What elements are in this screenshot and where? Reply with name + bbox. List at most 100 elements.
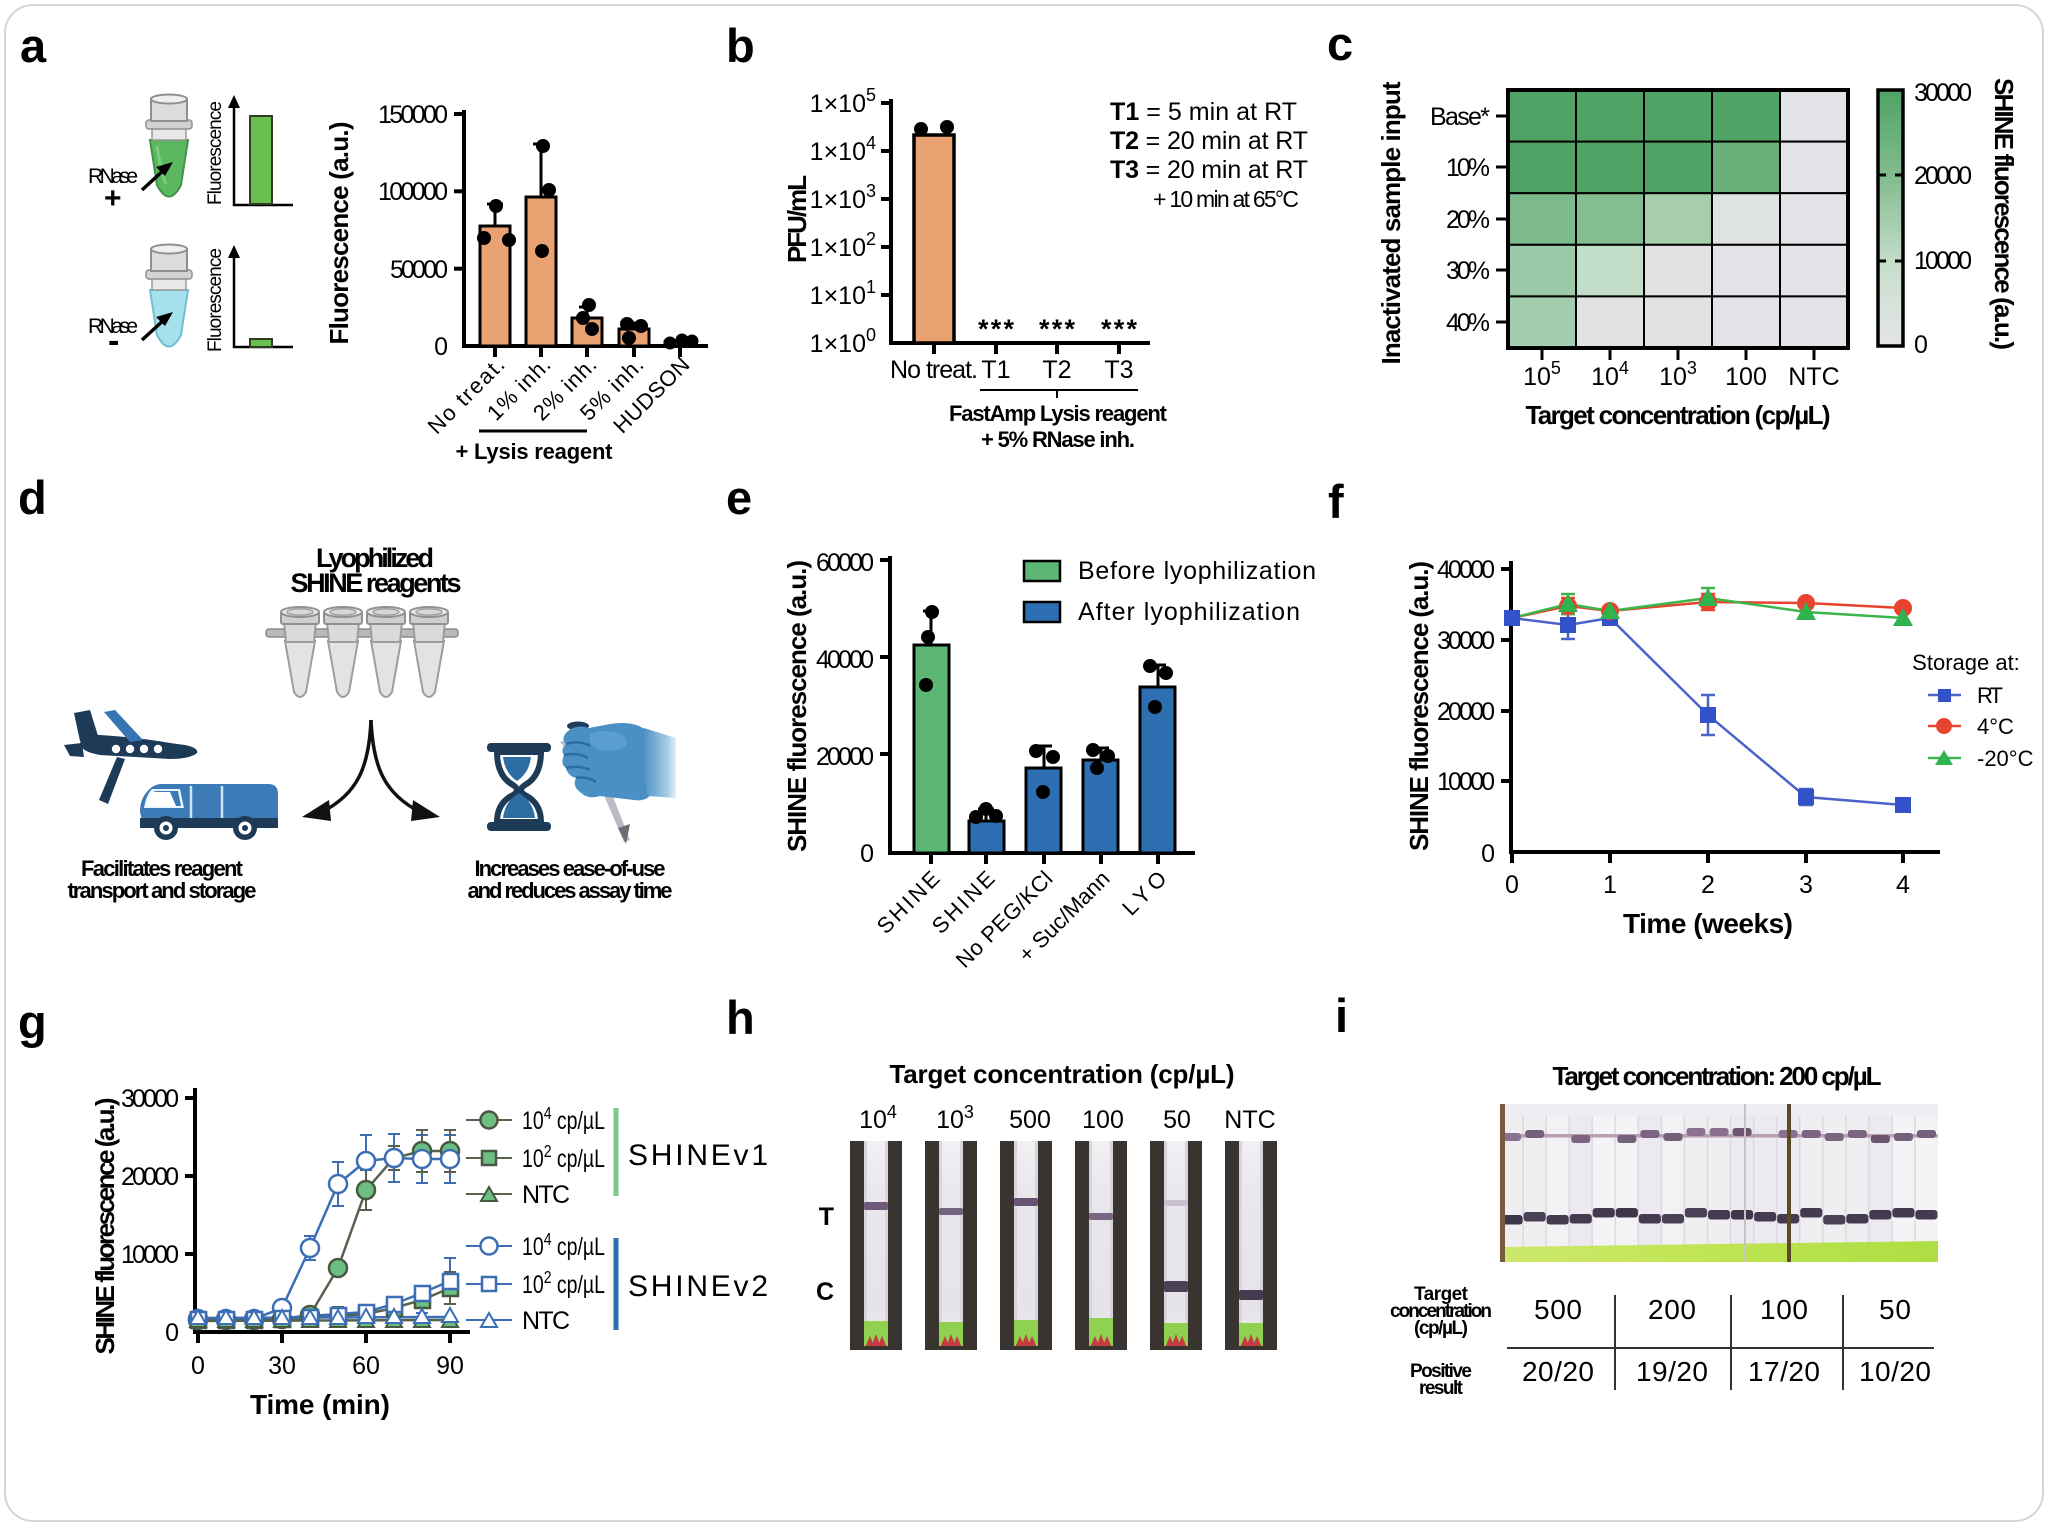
svg-text:100: 100 (1760, 1294, 1808, 1325)
svg-text:Lyophilized: Lyophilized (316, 543, 434, 573)
svg-text:2: 2 (1701, 871, 1715, 899)
svg-text:SHINE reagents: SHINE reagents (291, 568, 462, 598)
svg-text:transport and storage: transport and storage (68, 878, 257, 903)
svg-text:T2 = 20 min at RT: T2 = 20 min at RT (1110, 127, 1308, 155)
svg-text:20000: 20000 (1914, 162, 1972, 190)
svg-text:20%: 20% (1446, 206, 1490, 234)
svg-text:NTC: NTC (522, 1307, 570, 1335)
svg-text:10%: 10% (1446, 154, 1490, 182)
svg-text:1×100: 1×100 (810, 325, 876, 358)
svg-text:0: 0 (1914, 331, 1928, 359)
svg-text:150000: 150000 (378, 101, 448, 129)
svg-text:SHINEv2: SHINEv2 (628, 1270, 768, 1303)
svg-text:h: h (726, 991, 755, 1044)
svg-text:100000: 100000 (378, 178, 448, 206)
svg-text:No treat.: No treat. (890, 356, 978, 384)
svg-text:NTC: NTC (1788, 363, 1839, 391)
svg-text:PFU/mL: PFU/mL (782, 175, 812, 263)
svg-text:and reduces assay time: and reduces assay time (468, 878, 673, 903)
svg-text:20000: 20000 (816, 743, 874, 771)
svg-text:+: + (104, 182, 122, 215)
svg-text:30000: 30000 (121, 1085, 179, 1113)
svg-text:result: result (1419, 1378, 1464, 1399)
svg-text:RNase: RNase (88, 165, 138, 188)
svg-text:60: 60 (352, 1352, 380, 1380)
svg-text:0: 0 (434, 333, 448, 361)
svg-text:NTC: NTC (1224, 1106, 1275, 1134)
svg-text:40%: 40% (1446, 309, 1490, 337)
svg-text:(cp/µL): (cp/µL) (1414, 1318, 1468, 1339)
svg-text:concentration: concentration (1390, 1301, 1492, 1322)
svg-text:100: 100 (1082, 1106, 1124, 1134)
svg-text:T2: T2 (1042, 356, 1071, 384)
svg-text:1×105: 1×105 (810, 85, 876, 118)
svg-text:50000: 50000 (390, 256, 448, 284)
svg-text:4: 4 (1896, 871, 1910, 899)
svg-text:+ 10 min at 65°C: + 10 min at 65°C (1153, 186, 1299, 212)
svg-text:50: 50 (1879, 1294, 1911, 1325)
svg-text:Before lyophilization: Before lyophilization (1078, 557, 1316, 585)
svg-text:10/20: 10/20 (1859, 1356, 1931, 1387)
svg-text:0: 0 (860, 840, 874, 868)
svg-text:17/20: 17/20 (1748, 1356, 1820, 1387)
svg-text:RT: RT (1977, 683, 2003, 708)
svg-text:SHINE fluorescence (a.u.): SHINE fluorescence (a.u.) (1989, 78, 2019, 350)
svg-text:e: e (726, 471, 752, 524)
svg-text:Target concentration (cp/µL): Target concentration (cp/µL) (1526, 400, 1831, 430)
svg-text:SHINE fluorescence (a.u.): SHINE fluorescence (a.u.) (90, 1098, 120, 1355)
svg-text:20000: 20000 (121, 1163, 179, 1191)
svg-text:0: 0 (1505, 871, 1519, 899)
svg-text:Time (min): Time (min) (250, 1389, 390, 1420)
svg-text:1×103: 1×103 (810, 181, 876, 214)
svg-text:Target concentration: 200 cp/µ: Target concentration: 200 cp/µL (1553, 1061, 1882, 1091)
svg-text:200: 200 (1648, 1294, 1696, 1325)
svg-text:60000: 60000 (816, 549, 874, 577)
svg-text:Positive: Positive (1410, 1361, 1472, 1382)
svg-text:Inactivated sample input: Inactivated sample input (1376, 81, 1406, 364)
svg-text:50: 50 (1163, 1106, 1191, 1134)
svg-text:g: g (18, 995, 47, 1048)
svg-text:102 cp/µL: 102 cp/µL (522, 1141, 605, 1172)
svg-text:104 cp/µL: 104 cp/µL (522, 1229, 605, 1260)
svg-text:Time (weeks): Time (weeks) (1623, 908, 1793, 939)
svg-text:Target: Target (1414, 1284, 1469, 1305)
svg-text:0: 0 (165, 1319, 179, 1347)
svg-text:Facilitates reagent: Facilitates reagent (81, 856, 244, 881)
svg-text:FastAmp Lysis reagent: FastAmp Lysis reagent (949, 401, 1168, 426)
svg-text:Increases ease-of-use: Increases ease-of-use (475, 856, 666, 881)
svg-text:500: 500 (1009, 1106, 1051, 1134)
svg-text:30000: 30000 (1914, 79, 1972, 107)
svg-text:T: T (819, 1203, 834, 1231)
svg-text:4°C: 4°C (1977, 714, 2014, 739)
svg-text:b: b (726, 19, 755, 72)
svg-text:***: *** (978, 314, 1014, 344)
svg-text:100: 100 (1725, 363, 1767, 391)
svg-text:T1 = 5 min at RT: T1 = 5 min at RT (1110, 98, 1297, 126)
svg-text:***: *** (1101, 314, 1137, 344)
svg-text:RNase: RNase (88, 315, 138, 338)
svg-text:104 cp/µL: 104 cp/µL (522, 1103, 605, 1134)
svg-text:-: - (108, 322, 119, 360)
svg-text:-20°C: -20°C (1977, 746, 2034, 771)
svg-text:0: 0 (191, 1352, 205, 1380)
svg-text:T1: T1 (981, 356, 1010, 384)
svg-text:SHINE fluorescence (a.u.): SHINE fluorescence (a.u.) (782, 560, 812, 852)
svg-text:10000: 10000 (1914, 247, 1972, 275)
svg-text:Base*: Base* (1430, 103, 1490, 131)
svg-text:SHINEv1: SHINEv1 (628, 1139, 768, 1172)
svg-text:19/20: 19/20 (1636, 1356, 1708, 1387)
svg-text:1×101: 1×101 (810, 277, 876, 310)
svg-text:10000: 10000 (1437, 768, 1495, 796)
svg-text:i: i (1335, 989, 1348, 1042)
svg-text:T3: T3 (1104, 356, 1133, 384)
svg-text:c: c (1327, 17, 1353, 70)
svg-text:30%: 30% (1446, 257, 1490, 285)
svg-text:d: d (18, 471, 47, 524)
svg-text:0: 0 (1481, 840, 1495, 868)
svg-text:40000: 40000 (1437, 556, 1495, 584)
svg-text:10000: 10000 (121, 1241, 179, 1269)
svg-text:Fluorescence: Fluorescence (205, 248, 226, 352)
svg-text:20000: 20000 (1437, 698, 1495, 726)
svg-text:+ Lysis reagent: + Lysis reagent (456, 439, 614, 464)
svg-text:40000: 40000 (816, 646, 874, 674)
